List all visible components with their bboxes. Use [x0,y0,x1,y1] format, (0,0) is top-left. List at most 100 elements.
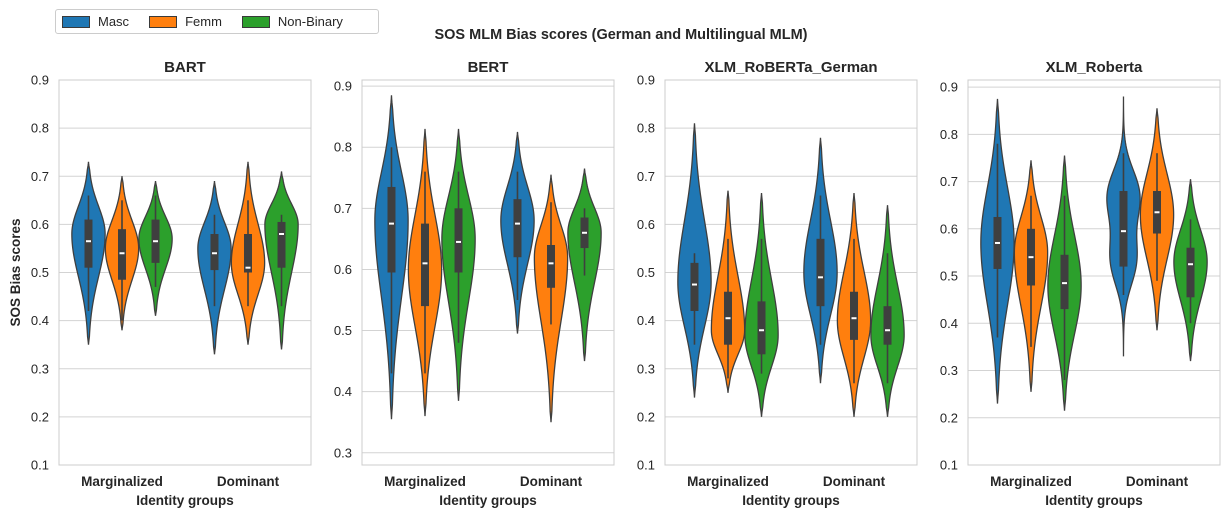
x-axis-label: Identity groups [136,493,234,508]
panel-title: BART [164,59,206,76]
x-tick-label: Marginalized [384,474,466,489]
legend-swatch-femm [149,15,178,28]
x-tick-label: Marginalized [81,474,163,489]
violin-marginalized-femm [710,190,746,393]
violin-dominant-masc [500,131,535,334]
y-tick-label: 0.1 [637,458,655,473]
y-tick-label: 0.7 [334,201,352,216]
violin-dominant-non-binary [567,168,602,362]
panel-xlm-roberta: 0.1 0.2 0.3 0.4 0.5 0.6 0.7 0.8 0.9 XLM_Roberta Ma… [940,59,1221,508]
x-tick-label: Dominant [520,474,583,489]
y-tick-label: 0.7 [31,169,49,184]
y-tick-label: 0.4 [334,384,352,399]
x-tick-label: Dominant [823,474,886,489]
y-tick-label: 0.4 [31,313,49,328]
violin-marginalized-non-binary [1047,155,1082,411]
violin-iqr-box [1119,191,1128,267]
panel-bart: 0.1 0.2 0.3 0.4 0.5 0.6 0.7 0.8 0.9 BART Marginali… [8,59,312,508]
violin-marginalized-non-binary [744,193,779,417]
violin-iqr-box [277,221,286,268]
violin-dominant-femm [1139,108,1175,331]
violin-marginalized-femm [104,176,140,331]
y-tick-label: 0.8 [31,121,49,136]
y-tick-label: 0.7 [637,169,655,184]
violin-iqr-box [1186,247,1195,298]
y-tick-label: 0.8 [940,127,958,142]
y-tick-label: 0.1 [940,458,958,473]
violin-dominant-femm [230,161,266,345]
violin-iqr-box [690,262,699,311]
violin-marginalized-masc [980,98,1015,404]
legend-swatch-masc [62,15,90,28]
panel-title: XLM_RoBERTa_German [704,59,877,76]
y-tick-label: 0.4 [637,313,655,328]
violin-iqr-box [118,229,126,280]
violin-iqr-box [757,301,766,355]
violin-dominant-masc [1106,96,1141,357]
legend-swatch-non-binary [241,15,270,28]
y-tick-label: 0.8 [637,121,655,136]
violin-marginalized-non-binary [138,180,173,316]
violin-marginalized-femm [407,128,443,417]
violin-dominant-femm [533,174,569,423]
y-tick-label: 0.6 [31,217,49,232]
y-tick-label: 0.8 [334,140,352,155]
x-tick-label: Marginalized [990,474,1072,489]
x-axis-label: Identity groups [439,493,537,508]
panel-title: XLM_Roberta [1046,59,1143,76]
violin-dominant-femm [836,193,872,417]
panel-title: BERT [468,59,509,76]
figure-title: SOS MLM Bias scores (German and Multilin… [434,27,808,43]
y-tick-label: 0.6 [637,217,655,232]
y-tick-label: 0.5 [637,265,655,280]
violin-iqr-box [84,219,93,268]
y-tick-label: 0.5 [31,265,49,280]
legend-label-masc: Masc [98,14,130,29]
plot-frame [967,79,1221,466]
x-tick-label: Dominant [217,474,280,489]
legend-label-non-binary: Non-Binary [277,14,343,29]
violin-iqr-box [421,223,429,307]
plot-frame [361,79,615,466]
violin-marginalized-masc [374,95,409,420]
y-tick-label: 0.6 [940,221,958,236]
plot-frame [58,79,312,466]
violin-marginalized-femm [1013,160,1049,392]
violin-iqr-box [454,208,463,273]
y-tick-label: 0.7 [940,174,958,189]
panel-xlm-roberta-german: 0.1 0.2 0.3 0.4 0.5 0.6 0.7 0.8 0.9 XLM_RoBERTa_G… [637,59,918,508]
y-tick-label: 0.4 [940,316,958,331]
panel-bert: 0.3 0.4 0.5 0.6 0.7 0.8 0.9 BERT Marginalized Dom… [334,59,615,508]
y-tick-label: 0.3 [940,363,958,378]
plot-frame [664,79,918,466]
violin-marginalized-non-binary [441,128,476,401]
y-tick-label: 0.2 [637,409,655,424]
violin-dominant-non-binary [1173,179,1208,362]
violin-dominant-non-binary [264,171,299,350]
y-tick-label: 0.9 [31,73,49,88]
legend-entry-femm: Femm [149,14,222,29]
violin-iqr-box [883,306,892,345]
violin-iqr-box [816,238,825,307]
violin-dominant-masc [197,180,232,355]
legend-entry-non-binary: Non-Binary [241,14,343,29]
violin-iqr-box [1060,254,1069,310]
y-tick-label: 0.2 [31,409,49,424]
legend-entry-masc: Masc [62,14,129,29]
y-tick-label: 0.3 [637,361,655,376]
legend: Masc Femm Non-Binary [55,9,379,34]
y-tick-label: 0.6 [334,262,352,277]
y-tick-label: 0.9 [334,79,352,94]
y-tick-label: 0.1 [31,458,49,473]
x-tick-label: Marginalized [687,474,769,489]
violin-dominant-masc [803,137,838,384]
y-tick-label: 0.5 [334,323,352,338]
y-tick-label: 0.2 [940,410,958,425]
y-tick-label: 0.3 [31,361,49,376]
y-tick-label: 0.3 [334,445,352,460]
y-tick-label: 0.9 [940,80,958,95]
violin-iqr-box [387,186,396,273]
y-tick-label: 0.5 [940,269,958,284]
violin-iqr-box [244,234,252,273]
